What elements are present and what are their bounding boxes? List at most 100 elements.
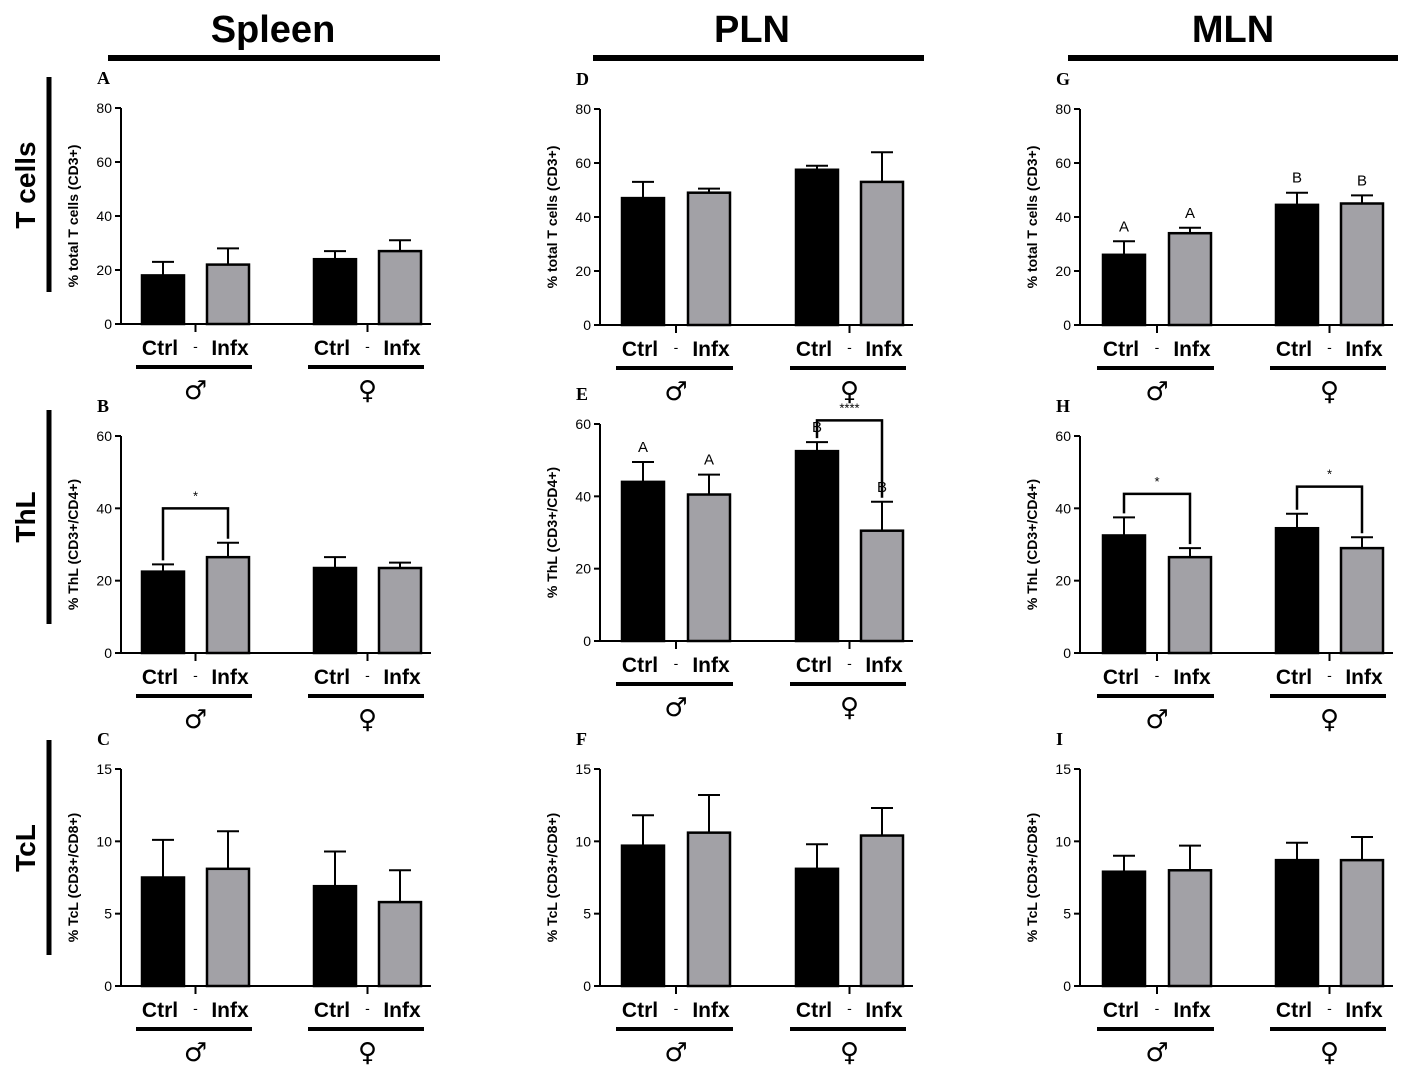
category-label-infx: Infx [1345,999,1383,1022]
category-separator: - [193,338,198,354]
category-label-infx: Infx [383,666,421,689]
bar-infx [859,834,905,988]
panel-letter: I [1056,729,1063,749]
significance-label: * [193,488,198,503]
y-tick-label: 0 [104,645,112,661]
bar-ctrl [1274,526,1320,655]
panel-letter: G [1056,69,1070,89]
female-symbol: ♀ [840,1038,859,1068]
bar-ctrl [140,570,186,655]
y-tick-label: 40 [96,500,112,516]
y-tick-label: 60 [1055,428,1071,444]
category-label-infx: Infx [1173,666,1211,689]
bar-ctrl [312,884,358,988]
group-annotation: B [1292,170,1302,187]
y-tick-label: 0 [583,633,591,649]
category-label-infx: Infx [865,999,903,1022]
y-tick-label: 80 [1055,101,1071,117]
y-tick-label: 20 [1055,573,1071,589]
category-label-ctrl: Ctrl [622,654,658,677]
category-label-infx: Infx [1173,999,1211,1022]
significance-bracket [161,507,230,561]
panel-letter: E [576,384,588,404]
group-annotation: B [1357,172,1367,189]
bar-infx [377,566,423,655]
bar-ctrl [1274,858,1320,988]
category-label-ctrl: Ctrl [142,666,178,689]
y-tick-label: 20 [96,573,112,589]
category-separator: - [1155,667,1160,683]
y-tick-label: 15 [575,761,591,777]
panel-letter: C [97,729,110,749]
y-tick-label: 80 [575,101,591,117]
male-symbol: ♂ [1145,1038,1168,1068]
panel-letter: D [576,69,589,89]
category-label-infx: Infx [211,999,249,1022]
panel-letter: B [97,396,109,416]
y-tick-label: 20 [575,263,591,279]
category-label-infx: Infx [865,338,903,361]
column-title-spleen: Spleen [211,9,336,51]
category-label-infx: Infx [1173,338,1211,361]
significance-bracket [1122,492,1192,545]
bar-infx [205,867,251,988]
bar-infx [1167,555,1213,655]
y-tick-label: 10 [575,833,591,849]
category-label-ctrl: Ctrl [1276,999,1312,1022]
female-symbol: ♀ [1320,377,1339,407]
y-axis-label: % ThL (CD3+/CD4+) [1024,479,1040,610]
bar-infx [1339,546,1385,655]
bar-ctrl [794,449,840,643]
significance-bracket [1295,485,1364,534]
bar-ctrl [312,566,358,655]
category-label-infx: Infx [692,999,730,1022]
y-axis-label: % TcL (CD3+/CD8+) [544,813,560,942]
category-label-ctrl: Ctrl [1103,338,1139,361]
male-symbol: ♂ [1145,377,1168,407]
y-tick-label: 5 [1063,906,1071,922]
category-label-ctrl: Ctrl [796,999,832,1022]
bar-infx [1167,231,1213,327]
y-tick-label: 40 [96,208,112,224]
bar-ctrl [794,168,840,327]
y-tick-label: 60 [575,155,591,171]
category-separator: - [674,655,679,671]
category-label-ctrl: Ctrl [1103,999,1139,1022]
category-label-ctrl: Ctrl [314,337,350,360]
female-symbol: ♀ [358,376,377,406]
bar-infx [686,831,732,988]
category-separator: - [847,339,852,355]
y-tick-label: 40 [1055,500,1071,516]
y-tick-label: 0 [583,317,591,333]
category-label-infx: Infx [1345,338,1383,361]
y-tick-label: 60 [96,428,112,444]
y-tick-label: 0 [1063,317,1071,333]
bar-ctrl [620,480,666,643]
row-title-tcl: TcL [10,824,41,872]
y-tick-label: 10 [96,833,112,849]
category-separator: - [193,1000,198,1016]
y-tick-label: 0 [1063,645,1071,661]
bar-ctrl [620,844,666,988]
bar-infx [686,493,732,643]
category-label-infx: Infx [865,654,903,677]
y-tick-label: 15 [1055,761,1071,777]
category-label-infx: Infx [692,654,730,677]
category-label-ctrl: Ctrl [622,338,658,361]
category-separator: - [193,667,198,683]
category-label-infx: Infx [383,337,421,360]
y-tick-label: 5 [104,906,112,922]
y-tick-label: 60 [96,154,112,170]
y-tick-label: 0 [104,316,112,332]
bar-ctrl [140,274,186,326]
panel-letter: H [1056,396,1070,416]
category-label-ctrl: Ctrl [1276,666,1312,689]
female-symbol: ♀ [358,1038,377,1068]
y-tick-label: 60 [575,416,591,432]
y-axis-label: % TcL (CD3+/CD8+) [1024,813,1040,942]
